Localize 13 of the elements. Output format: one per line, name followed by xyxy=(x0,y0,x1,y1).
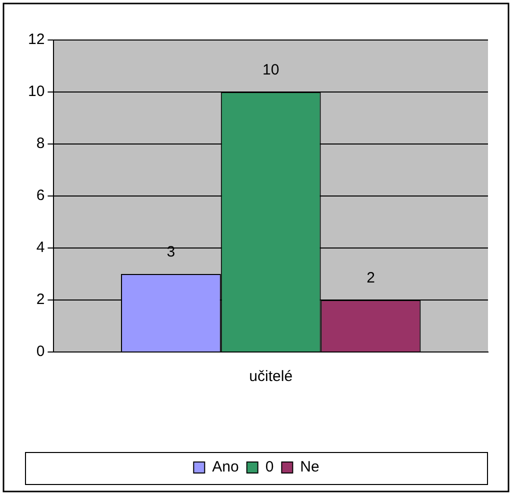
x-tick-label: učitelé xyxy=(249,368,293,386)
y-tick-label: 10 xyxy=(28,83,45,100)
data-label: 2 xyxy=(366,270,375,287)
legend-label: Ne xyxy=(300,458,320,476)
y-tick-label: 0 xyxy=(36,343,45,360)
y-tick-label: 2 xyxy=(36,291,45,308)
y-tick-label: 4 xyxy=(36,239,45,256)
y-tick-label: 6 xyxy=(36,187,45,204)
data-label: 10 xyxy=(262,62,280,79)
legend-label: 0 xyxy=(265,458,274,476)
y-tick-label: 8 xyxy=(36,135,45,152)
y-tick-label: 12 xyxy=(28,31,45,48)
legend-label: Ano xyxy=(212,458,239,476)
